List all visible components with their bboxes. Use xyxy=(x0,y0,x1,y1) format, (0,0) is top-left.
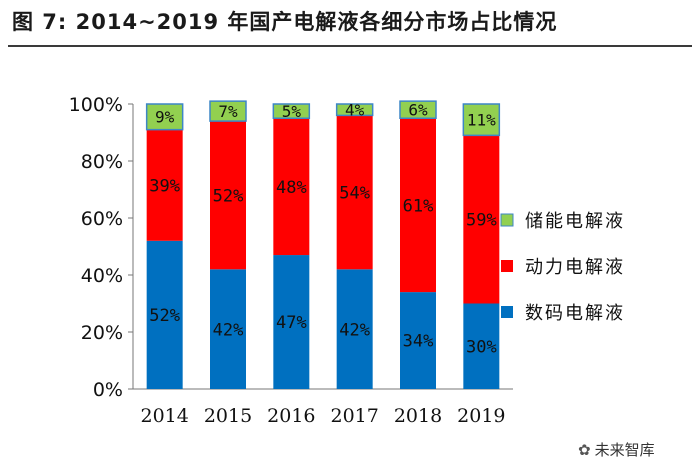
legend-swatch xyxy=(501,260,513,272)
y-tick-label: 60% xyxy=(81,208,123,230)
bar-segment xyxy=(210,269,246,389)
data-label: 7% xyxy=(218,102,238,121)
data-label: 42% xyxy=(339,320,370,340)
data-label: 5% xyxy=(282,102,302,121)
x-tick-label: 2016 xyxy=(267,405,315,427)
bar-segment xyxy=(399,100,437,120)
x-tick-label: 2018 xyxy=(394,405,442,427)
y-tick-label: 20% xyxy=(81,322,123,344)
y-tick-label: 100% xyxy=(69,94,123,116)
legend-swatch xyxy=(501,306,513,318)
bar-segment xyxy=(336,269,373,389)
bar-segment xyxy=(335,103,374,117)
legend-label: 动力电解液 xyxy=(525,257,625,278)
bar-segment xyxy=(210,121,246,270)
chart-bars xyxy=(145,100,501,389)
data-label: 42% xyxy=(213,320,244,340)
data-label: 39% xyxy=(149,176,180,196)
data-label: 47% xyxy=(276,313,307,333)
data-label: 61% xyxy=(403,196,434,216)
x-tick-label: 2015 xyxy=(204,405,252,427)
bar-segment xyxy=(146,129,183,241)
bar-segment xyxy=(273,118,310,256)
bar-segment xyxy=(145,103,184,131)
y-tick-label: 0% xyxy=(93,379,123,401)
legend-label: 数码电解液 xyxy=(525,303,625,324)
bar-segment xyxy=(463,303,500,389)
data-label: 59% xyxy=(466,211,497,231)
data-label: 34% xyxy=(403,332,434,352)
data-label: 52% xyxy=(213,186,244,206)
bar-segment xyxy=(272,103,311,119)
chart-axes: 0% 20% 40% 60% 80% 100% 2014 2015 2016 2017 2018 20… xyxy=(69,94,513,427)
wechat-icon: ✿ xyxy=(578,440,591,459)
x-tick-label: 2014 xyxy=(140,405,188,427)
legend-swatch xyxy=(500,213,514,227)
legend-label: 储能电解液 xyxy=(525,211,625,232)
x-tick-label: 2017 xyxy=(330,405,378,427)
data-label: 6% xyxy=(408,100,428,119)
bar-segment xyxy=(273,255,310,389)
title-rule xyxy=(8,45,692,47)
y-tick-label: 40% xyxy=(81,265,123,287)
bar-segment xyxy=(146,240,183,389)
bar-segment xyxy=(400,118,436,293)
bar-segment xyxy=(463,135,500,304)
watermark: ✿ 未来智库 xyxy=(578,439,655,460)
figure-title: 图 7: 2014~2019 年国产电解液各细分市场占比情况 xyxy=(12,10,558,34)
bar-segment xyxy=(400,292,436,389)
watermark-text: 未来智库 xyxy=(594,441,655,459)
bar-segment xyxy=(209,100,247,122)
data-label: 54% xyxy=(339,183,370,203)
data-label: 30% xyxy=(466,337,497,357)
data-label: 11% xyxy=(467,110,496,129)
chart-data-labels: 52% 39% 9% 42% 52% 7% 47% 48% 5% 42% 54% 4% 34% 61% 6%… xyxy=(149,100,496,357)
data-label: 48% xyxy=(276,178,307,198)
bar-segment xyxy=(462,103,501,137)
data-label: 52% xyxy=(149,306,180,326)
x-tick-label: 2019 xyxy=(457,405,505,427)
data-label: 9% xyxy=(155,108,175,127)
bar-segment xyxy=(336,115,373,270)
data-label: 4% xyxy=(345,100,365,119)
y-tick-label: 80% xyxy=(81,151,123,173)
